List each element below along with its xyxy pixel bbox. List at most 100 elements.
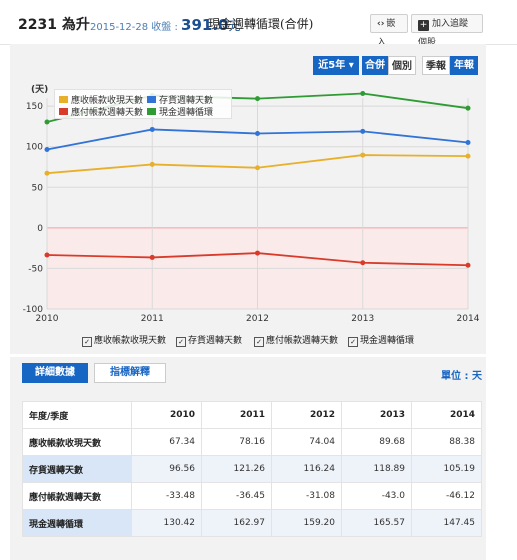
checkbox-cash-cycle[interactable]: ✓ 現金週轉循環 — [348, 333, 414, 347]
table-cell: -33.48 — [131, 482, 202, 510]
embed-label: 嵌入 — [377, 19, 396, 48]
chevron-down-icon: ▾ — [348, 60, 354, 71]
y-axis-label: (天) — [31, 84, 48, 95]
x-tick-label: 2010 — [36, 314, 59, 324]
data-table: 年度/季度 2010 2011 2012 2013 2014 應收帳款收現天數 … — [22, 401, 482, 537]
legend-item-payable: 應付帳款週轉天數 — [59, 105, 143, 118]
x-tick-label: 2012 — [246, 314, 269, 324]
table-cell: 74.04 — [271, 428, 342, 456]
table-row: 現金週轉循環 130.42 162.97 159.20 165.57 147.4… — [22, 509, 482, 537]
y-tick-label: 150 — [26, 102, 43, 112]
price-value: 391.0 — [181, 16, 229, 34]
checkbox-payable[interactable]: ✓ 應付帳款週轉天數 — [254, 333, 338, 347]
data-point — [255, 96, 260, 102]
table-cell: 118.89 — [341, 455, 412, 483]
table-cell: 89.68 — [341, 428, 412, 456]
data-point — [360, 128, 366, 134]
table-header-year: 2014 — [411, 401, 482, 429]
code-icon: ‹› — [377, 19, 385, 29]
y-tick-label: -50 — [28, 264, 43, 274]
table-cell: -43.0 — [341, 482, 412, 510]
table-cell: 147.45 — [411, 509, 482, 537]
data-point — [149, 254, 155, 260]
table-row: 應收帳款收現天數 67.34 78.16 74.04 89.68 88.38 — [22, 428, 482, 456]
table-header-year: 2010 — [131, 401, 202, 429]
table-cell: 105.19 — [411, 455, 482, 483]
data-point — [360, 90, 366, 96]
checkbox-label-receivable: 應收帳款收現天數 — [94, 336, 167, 346]
row-name: 存貨週轉天數 — [22, 455, 132, 483]
individual-toggle[interactable]: 個別 — [388, 56, 416, 75]
closing-price: 2015-12-28 收盤 : 391.0元 — [90, 16, 241, 34]
legend-swatch-inventory — [147, 96, 156, 103]
range-label: 近5年 — [318, 60, 346, 71]
x-tick-label: 2011 — [141, 314, 164, 324]
chart-panel: 近5年 ▾ 合併 個別 季報 年報 -100 -50 0 50 100 150 2010 20… — [10, 44, 486, 354]
data-point — [465, 105, 471, 111]
row-name: 現金週轉循環 — [22, 509, 132, 537]
x-tick-label: 2014 — [457, 314, 480, 324]
table-cell: 116.24 — [271, 455, 342, 483]
range-dropdown[interactable]: 近5年 ▾ — [313, 56, 359, 75]
tab-details[interactable]: 詳細數據 — [22, 363, 88, 383]
legend-label-cash-cycle: 現金週轉循環 — [159, 108, 214, 118]
line-chart: -100 -50 0 50 100 150 2010 2011 2012 2013 2014 (天) — [23, 84, 480, 324]
data-point — [255, 131, 260, 137]
stock-code-name: 2231 為升 — [18, 17, 90, 33]
quarterly-toggle[interactable]: 季報 — [422, 56, 450, 75]
data-point — [149, 126, 155, 132]
table-cell: 67.34 — [131, 428, 202, 456]
checkbox-label-cash-cycle: 現金週轉循環 — [360, 336, 415, 346]
plus-icon: + — [418, 20, 429, 31]
annual-toggle[interactable]: 年報 — [450, 56, 478, 75]
y-tick-label: -100 — [23, 305, 44, 315]
tab-explain[interactable]: 指標解釋 — [94, 363, 166, 383]
table-row: 應付帳款週轉天數 -33.48 -36.45 -31.08 -43.0 -46.… — [22, 482, 482, 510]
check-icon: ✓ — [176, 337, 186, 347]
y-tick-label: 100 — [26, 143, 43, 153]
data-point — [149, 161, 155, 167]
table-header-year: 2011 — [201, 401, 272, 429]
table-header-year: 2013 — [341, 401, 412, 429]
table-header-row: 年度/季度 2010 2011 2012 2013 2014 — [22, 401, 482, 429]
data-table-panel: 年度/季度 2010 2011 2012 2013 2014 應收帳款收現天數 … — [10, 387, 486, 560]
table-cell: 121.26 — [201, 455, 272, 483]
checkbox-inventory[interactable]: ✓ 存貨週轉天數 — [176, 333, 242, 347]
consolidated-toggle[interactable]: 合併 — [362, 56, 388, 75]
legend-swatch-receivable — [59, 96, 68, 103]
table-cell: -31.08 — [271, 482, 342, 510]
data-point — [255, 250, 260, 256]
data-point — [44, 252, 50, 258]
legend-item-cash-cycle: 現金週轉循環 — [147, 105, 213, 118]
legend-label-payable: 應付帳款週轉天數 — [71, 108, 144, 118]
table-header-period: 年度/季度 — [22, 401, 132, 429]
data-point — [360, 260, 366, 266]
data-point — [44, 146, 50, 152]
legend-item-inventory: 存貨週轉天數 — [147, 93, 213, 106]
add-track-button[interactable]: + 加入追蹤個股 — [411, 14, 483, 48]
data-point — [465, 153, 471, 159]
data-point — [465, 262, 471, 268]
table-row: 存貨週轉天數 96.56 121.26 116.24 118.89 105.19 — [22, 455, 482, 483]
table-cell: 159.20 — [271, 509, 342, 537]
table-cell: -36.45 — [201, 482, 272, 510]
add-track-label: 加入追蹤個股 — [418, 19, 469, 48]
table-cell: 162.97 — [201, 509, 272, 537]
checkbox-receivable[interactable]: ✓ 應收帳款收現天數 — [82, 333, 166, 347]
data-point — [255, 165, 260, 171]
page-header: 2231 為升 2015-12-28 收盤 : 391.0元 現金週轉循環(合併… — [0, 0, 517, 48]
row-name: 應收帳款收現天數 — [22, 428, 132, 456]
data-point — [360, 152, 366, 158]
legend-swatch-payable — [59, 108, 68, 115]
data-tab-bar: 詳細數據 指標解釋 單位 : 天 — [10, 357, 486, 387]
data-point — [465, 139, 471, 145]
table-header-year: 2012 — [271, 401, 342, 429]
check-icon: ✓ — [82, 337, 92, 347]
row-name: 應付帳款週轉天數 — [22, 482, 132, 510]
checkbox-label-payable: 應付帳款週轉天數 — [266, 336, 339, 346]
checkbox-label-inventory: 存貨週轉天數 — [188, 336, 243, 346]
embed-button[interactable]: ‹› 嵌入 — [370, 14, 408, 48]
unit-label: 單位 : 天 — [441, 371, 482, 382]
table-cell: 96.56 — [131, 455, 202, 483]
x-tick-label: 2013 — [351, 314, 374, 324]
